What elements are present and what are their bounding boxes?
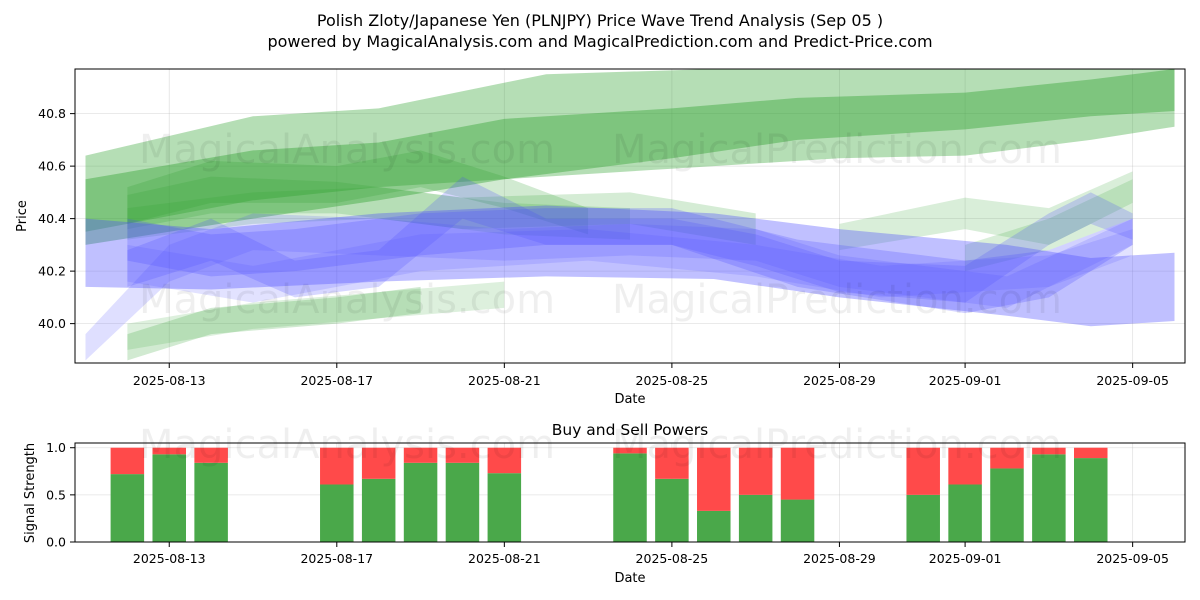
- buy-bar: [487, 473, 522, 542]
- buy-bar: [990, 468, 1024, 542]
- signal-bars: [110, 447, 1108, 542]
- buy-bar: [320, 484, 354, 542]
- sell-bar: [906, 447, 940, 495]
- buy-bar: [697, 510, 731, 542]
- sell-bar: [1074, 447, 1108, 459]
- signal-x-label: Date: [614, 571, 645, 586]
- price-y-tick-label: 40.8: [38, 106, 66, 121]
- price-grid: [75, 69, 1185, 363]
- price-y-ticks: 40.0 40.2 40.4 40.6 40.8: [38, 106, 75, 331]
- chart-subtitle: powered by MagicalAnalysis.com and Magic…: [267, 32, 932, 51]
- price-y-tick-label: 40.6: [38, 159, 66, 174]
- price-band-green-2: [127, 150, 589, 235]
- watermark-6: MagicalPrediction.com: [612, 422, 1062, 468]
- buy-bar: [906, 494, 940, 542]
- sell-bar: [152, 447, 186, 455]
- signal-y-ticks: 0.0 0.5 1.0: [46, 440, 75, 550]
- price-band-green-7: [839, 171, 1133, 251]
- sell-bar: [194, 447, 228, 463]
- chart-title: Polish Zloty/Japanese Yen (PLNJPY) Price…: [317, 11, 883, 30]
- buy-bar: [738, 494, 773, 542]
- signal-x-tick-label: 2025-08-21: [468, 551, 541, 566]
- price-band-blue-9: [85, 205, 1175, 327]
- price-band-green-1: [85, 69, 1175, 245]
- price-band-green-3: [127, 176, 756, 245]
- sell-bar: [613, 447, 647, 454]
- price-x-tick-label: 2025-08-17: [300, 373, 373, 388]
- sell-bar: [445, 447, 480, 463]
- price-band-green-5: [127, 286, 421, 361]
- price-x-tick-label: 2025-08-25: [636, 373, 709, 388]
- price-band-blue-11: [127, 176, 1133, 303]
- buy-bar: [1032, 454, 1066, 542]
- sell-bar: [990, 447, 1024, 469]
- sell-bar: [738, 447, 773, 495]
- price-band-green-0: [85, 69, 1175, 232]
- price-band-green-8: [965, 179, 1133, 272]
- sell-bar: [948, 447, 982, 485]
- watermark-4: MagicalPrediction.com: [612, 277, 1062, 323]
- buy-bar: [655, 478, 689, 542]
- price-band-green-4: [127, 187, 631, 240]
- sell-bar: [110, 447, 145, 475]
- buy-bar: [403, 462, 438, 542]
- buy-bar: [1074, 458, 1108, 542]
- signal-plot-frame: [74, 442, 1186, 543]
- signal-title: Buy and Sell Powers: [552, 421, 709, 439]
- price-band-blue-13: [127, 229, 1133, 303]
- buy-bar: [613, 453, 647, 542]
- sell-bar: [1032, 447, 1066, 455]
- signal-x-tick-label: 2025-09-05: [1096, 551, 1169, 566]
- price-x-tick-label: 2025-08-21: [468, 373, 541, 388]
- sell-bar: [697, 447, 731, 511]
- buy-bar: [361, 478, 396, 542]
- price-y-tick-label: 40.0: [38, 316, 66, 331]
- signal-y-label: Signal Strength: [23, 443, 38, 543]
- buy-bar: [445, 462, 480, 542]
- signal-x-tick-label: 2025-08-25: [636, 551, 709, 566]
- watermark-2: MagicalPrediction.com: [612, 127, 1062, 173]
- price-y-tick-label: 40.4: [38, 211, 66, 226]
- price-x-tick-label: 2025-09-01: [929, 373, 1002, 388]
- sell-bar: [403, 447, 438, 463]
- signal-x-tick-label: 2025-08-17: [300, 551, 373, 566]
- price-x-label: Date: [614, 392, 645, 407]
- watermark-5: MagicalAnalysis.com: [139, 422, 555, 468]
- price-plot-frame: [74, 68, 1186, 364]
- price-panel: MagicalAnalysis.com MagicalPrediction.co…: [15, 68, 1186, 407]
- watermark-3: MagicalAnalysis.com: [139, 277, 555, 323]
- buy-bar: [780, 499, 815, 542]
- signal-y-tick-label: 0.0: [46, 535, 66, 550]
- signal-y-tick-label: 0.5: [46, 487, 66, 502]
- signal-x-tick-label: 2025-09-01: [929, 551, 1002, 566]
- price-y-label: Price: [15, 200, 30, 232]
- price-x-tick-label: 2025-09-05: [1096, 373, 1169, 388]
- signal-x-ticks: 2025-08-13 2025-08-17 2025-08-21 2025-08-25…: [133, 542, 1169, 566]
- price-band-blue-10: [127, 208, 1133, 314]
- price-x-ticks: 2025-08-13 2025-08-17 2025-08-21 2025-08-25…: [133, 363, 1169, 388]
- price-y-tick-label: 40.2: [38, 264, 66, 279]
- signal-panel: Buy and Sell Powers MagicalAnalysis.com …: [23, 421, 1186, 586]
- buy-bar: [152, 454, 186, 542]
- buy-bar: [948, 484, 982, 542]
- price-x-tick-label: 2025-08-29: [803, 373, 876, 388]
- sell-bar: [780, 447, 815, 500]
- price-band-blue-12: [85, 213, 1133, 361]
- price-x-tick-label: 2025-08-13: [133, 373, 206, 388]
- price-bands: [85, 69, 1175, 361]
- sell-bar: [320, 447, 354, 485]
- buy-bar: [110, 474, 145, 542]
- price-band-green-6: [127, 281, 505, 350]
- signal-y-tick-label: 1.0: [46, 440, 66, 455]
- signal-x-tick-label: 2025-08-13: [133, 551, 206, 566]
- watermark-1: MagicalAnalysis.com: [139, 127, 555, 173]
- sell-bar: [655, 447, 689, 479]
- signal-x-tick-label: 2025-08-29: [803, 551, 876, 566]
- sell-bar: [361, 447, 396, 479]
- sell-bar: [487, 447, 522, 474]
- buy-bar: [194, 462, 228, 542]
